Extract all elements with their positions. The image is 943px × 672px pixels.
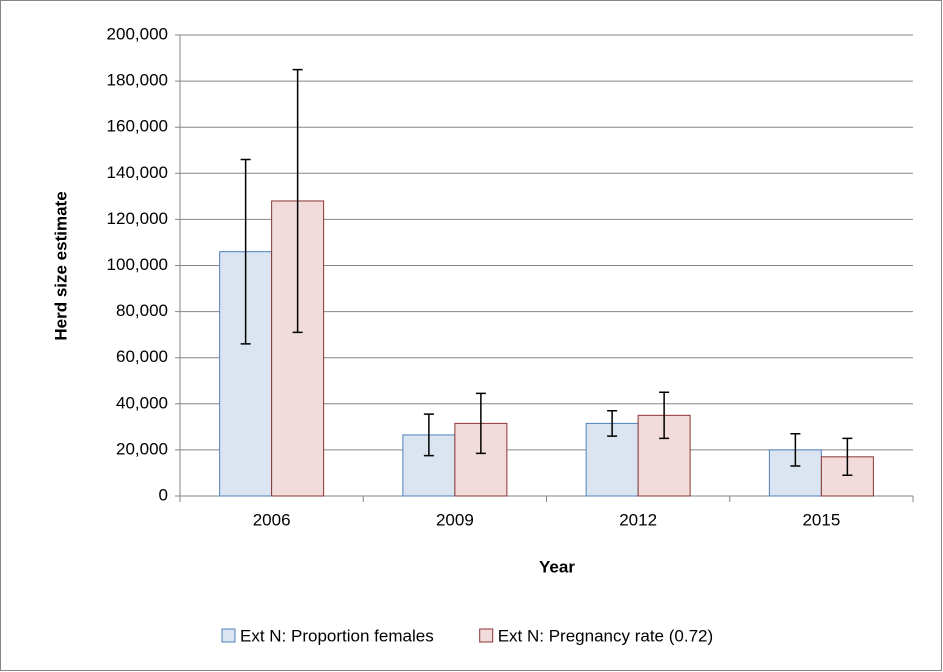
error-bar (842, 437, 853, 477)
legend-label: Ext N: Proportion females (240, 626, 434, 645)
error-bar (475, 392, 486, 455)
error-bar (240, 158, 251, 345)
y-tick-label: 120,000 (107, 209, 168, 228)
y-tick-label: 200,000 (107, 24, 168, 43)
x-tick-label: 2006 (253, 510, 291, 529)
error-bar (292, 68, 303, 334)
y-tick-label: 20,000 (116, 439, 168, 458)
error-bar (659, 391, 670, 440)
y-tick-label: 80,000 (116, 301, 168, 320)
y-tick-label: 180,000 (107, 71, 168, 90)
y-axis-label: Herd size estimate (51, 191, 70, 340)
y-tick-label: 140,000 (107, 163, 168, 182)
x-tick-label: 2009 (436, 510, 474, 529)
y-tick-label: 160,000 (107, 117, 168, 136)
error-bar (790, 433, 801, 467)
error-bar (607, 409, 618, 437)
y-tick-label: 0 (159, 485, 168, 504)
y-tick-label: 40,000 (116, 393, 168, 412)
y-tick-label: 100,000 (107, 255, 168, 274)
error-bar (423, 413, 434, 457)
x-axis-label: Year (539, 557, 575, 576)
legend-swatch (221, 628, 236, 643)
x-tick-label: 2012 (619, 510, 657, 529)
legend-label: Ext N: Pregnancy rate (0.72) (498, 626, 713, 645)
x-tick-label: 2015 (802, 510, 840, 529)
legend-swatch (479, 628, 494, 643)
y-tick-label: 60,000 (116, 347, 168, 366)
